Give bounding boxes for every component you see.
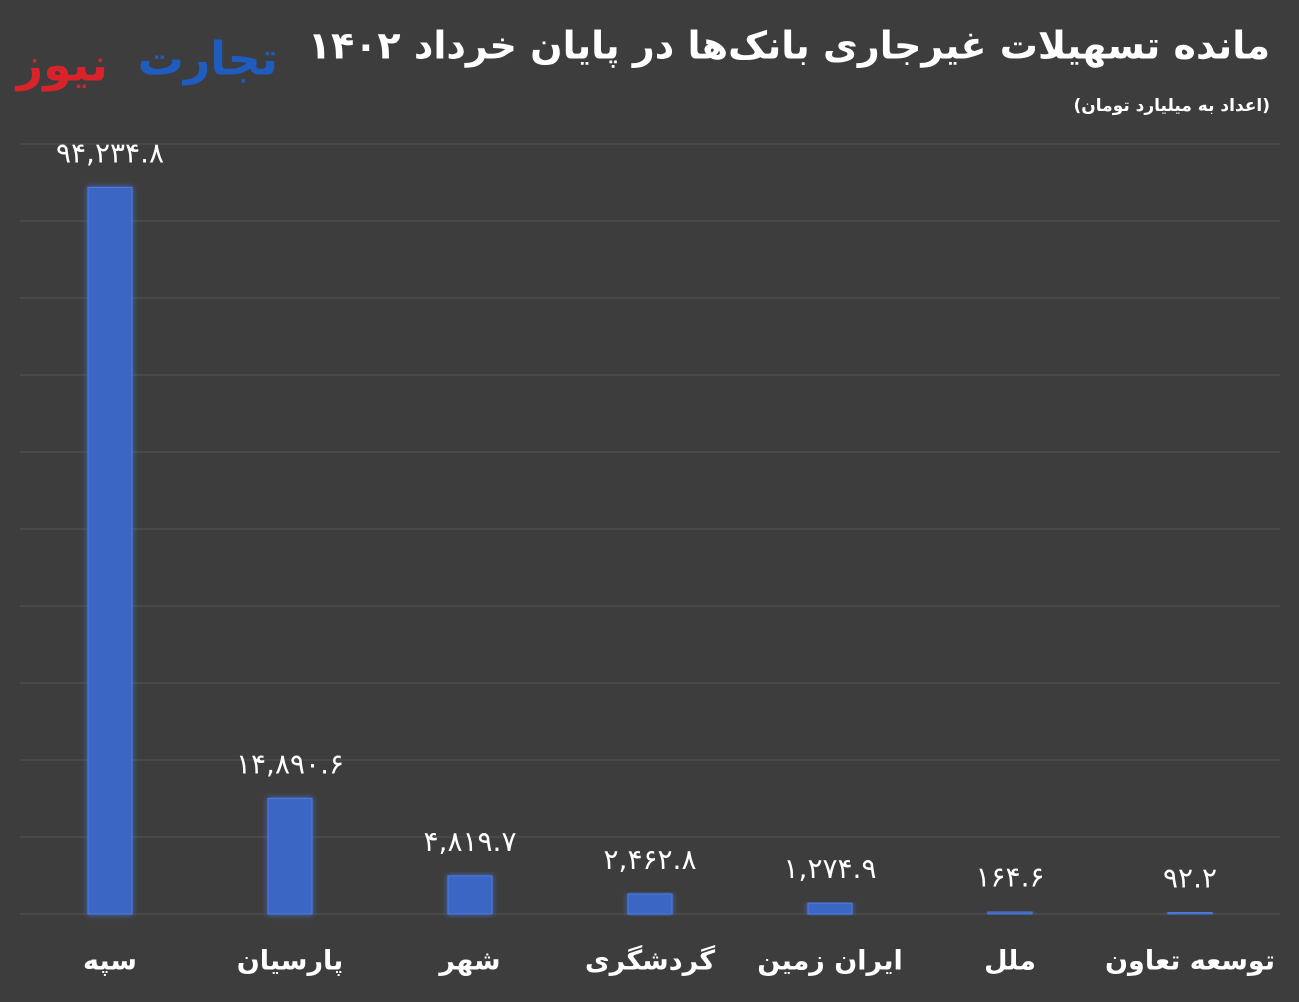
value-label: ۲,۴۶۲.۸ [604,843,697,876]
logo-first: تجارت [138,32,278,86]
plot-area: ۹۴,۲۳۴.۸ سپه ۱۴,۸۹۰.۶ پارسیان ۴,۸۱۹.۷ شهر ۲,۴۶… [20,136,1280,977]
value-label: ۴,۸۱۹.۷ [424,825,517,858]
value-label: ۹۲.۲ [1163,861,1217,894]
bar [267,797,313,915]
logo-second: نیوز [15,38,108,92]
chart-title: مانده تسهیلات غیرجاری بانک‌ها در پایان خ… [308,24,1270,68]
bar [87,186,133,915]
bar [627,893,673,915]
bar [807,902,853,915]
chart-subtitle: (اعداد به میلیارد تومان) [1074,96,1271,116]
bar [1167,911,1213,915]
x-tick-label: گردشگری [585,945,715,977]
x-tick-label: ایران زمین [757,946,902,977]
x-tick-label: ملل [984,946,1036,977]
value-label: ۹۴,۲۳۴.۸ [56,136,164,169]
x-tick-label: پارسیان [237,946,344,977]
value-label: ۱,۲۷۴.۹ [784,852,877,885]
bar [447,875,493,915]
value-label: ۱۶۴.۶ [975,861,1044,894]
x-tick-label: سپه [83,946,137,977]
value-label: ۱۴,۸۹۰.۶ [236,747,344,780]
x-tick-label: توسعه تعاون [1105,946,1275,977]
bar [987,911,1033,915]
x-tick-label: شهر [437,946,500,977]
